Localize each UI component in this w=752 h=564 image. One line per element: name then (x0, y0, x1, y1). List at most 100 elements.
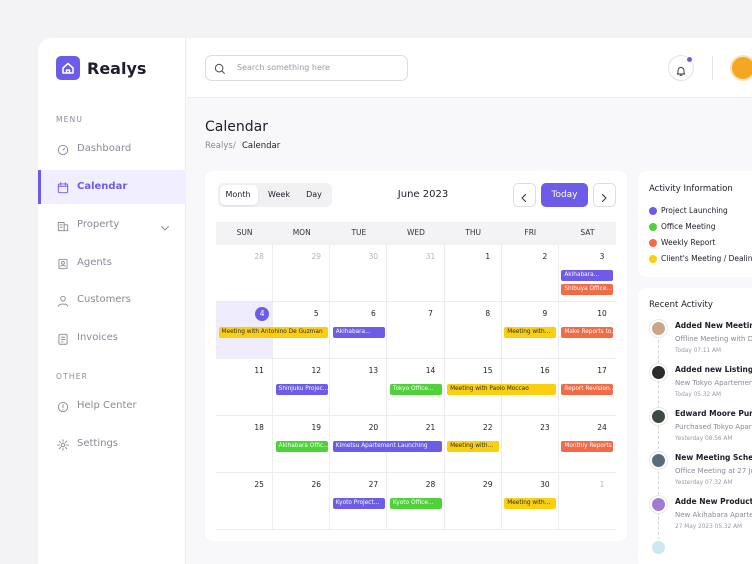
view-active (220, 185, 258, 205)
activity-avatar[interactable] (650, 496, 667, 513)
activity-title: Added new Listing by Li (675, 365, 752, 374)
day-cell[interactable] (444, 416, 502, 474)
prev-button[interactable] (513, 183, 536, 207)
menu-item[interactable]: Settings (77, 438, 119, 449)
activity-avatar[interactable] (650, 408, 667, 425)
day-cell[interactable] (330, 302, 388, 360)
activity-avatar[interactable] (650, 320, 667, 337)
activity-title: New Meeting Schedule (675, 453, 752, 462)
day-cell[interactable] (330, 359, 388, 417)
breadcrumb-item[interactable]: Realys (205, 141, 233, 151)
day-number: 17 (597, 366, 607, 376)
activity-avatar[interactable] (650, 452, 667, 469)
event-chip[interactable]: Meeting with... (447, 441, 500, 453)
event-chip[interactable]: Make Reports to... (561, 327, 614, 339)
day-cell[interactable] (558, 416, 616, 474)
day-cell[interactable] (558, 245, 616, 303)
day-cell[interactable] (444, 302, 502, 360)
view-option[interactable]: Week (268, 190, 290, 199)
day-cell[interactable] (387, 302, 445, 360)
day-number: 19 (311, 423, 322, 433)
divider (712, 56, 713, 80)
menu-icon (56, 256, 70, 270)
menu-item[interactable]: Customers (77, 294, 131, 305)
menu-item[interactable]: Calendar (77, 181, 128, 192)
card-title: Activity Information (649, 184, 733, 194)
day-cell[interactable] (558, 473, 616, 531)
day-number: 10 (597, 309, 607, 319)
activity-title: Added New Meeting by C (675, 321, 752, 330)
day-cell[interactable] (387, 416, 445, 474)
search-box[interactable] (205, 55, 408, 81)
section-label: MENU (56, 115, 84, 124)
user-avatar[interactable] (730, 55, 752, 81)
day-cell[interactable] (444, 245, 502, 303)
section-label: OTHER (56, 372, 89, 381)
day-cell[interactable] (387, 473, 445, 531)
day-number: 28 (254, 252, 264, 261)
day-cell[interactable] (501, 416, 559, 474)
event-chip[interactable]: Meeting with... (504, 498, 557, 510)
menu-item[interactable]: Invoices (77, 332, 118, 343)
weekday-label: TUE (351, 228, 367, 237)
day-cell[interactable] (273, 302, 331, 360)
menu-item[interactable]: Help Center (77, 400, 137, 411)
event-chip[interactable]: Akihabara Offic... (275, 441, 328, 453)
day-cell[interactable] (216, 473, 274, 531)
day-cell[interactable] (273, 245, 331, 303)
day-cell[interactable] (387, 359, 445, 417)
view-option[interactable]: Day (306, 190, 322, 199)
day-number: 4 (259, 309, 265, 319)
event-chip[interactable]: Tokyo Office... (389, 384, 443, 396)
day-cell[interactable] (330, 473, 388, 531)
day-cell[interactable] (387, 245, 445, 303)
day-cell[interactable] (330, 245, 388, 303)
weekday-header (216, 222, 616, 245)
menu-item[interactable]: Agents (77, 257, 112, 268)
day-cell[interactable] (501, 359, 559, 417)
event-chip[interactable]: Shibuya Office... (561, 284, 614, 295)
activity-subtitle: Offline Meeting with Dan (675, 335, 752, 343)
weekday-label: THU (465, 228, 481, 237)
day-cell[interactable] (273, 359, 331, 417)
menu-item[interactable]: Dashboard (77, 143, 132, 154)
event-chip[interactable]: Kyoto Project... (332, 498, 385, 510)
today-button[interactable]: Today (541, 183, 588, 207)
day-cell[interactable] (501, 245, 559, 303)
event-chip[interactable]: Report Revision... (561, 384, 614, 396)
day-number: 21 (425, 423, 436, 433)
day-number: 31 (425, 252, 436, 261)
day-number: 7 (428, 309, 433, 319)
event-chip[interactable]: Meeting with Paolo Moccao (447, 384, 557, 396)
next-button[interactable] (593, 183, 616, 207)
day-cell[interactable] (558, 359, 616, 417)
weekday-label: MON (292, 228, 311, 237)
activity-avatar[interactable] (650, 364, 667, 381)
menu-icon (56, 331, 70, 345)
weekday-label: WED (407, 228, 425, 237)
event-chip[interactable]: Akihabara... (561, 270, 614, 281)
event-chip[interactable]: Akihabara... (332, 327, 385, 339)
day-cell[interactable] (501, 302, 559, 360)
event-chip[interactable]: Meeting with Antohino De Guzman (218, 327, 328, 339)
event-chip[interactable]: Kimetsu Apartement Launching (332, 441, 443, 453)
day-cell[interactable] (273, 416, 331, 474)
menu-item[interactable]: Property (77, 219, 120, 230)
day-cell[interactable] (216, 245, 274, 303)
day-cell[interactable] (558, 302, 616, 360)
day-cell[interactable] (216, 416, 274, 474)
day-cell[interactable] (501, 473, 559, 531)
day-cell[interactable] (444, 473, 502, 531)
activity-title: Adde New Product Listin (675, 497, 752, 506)
event-chip[interactable]: Monthly Reports (561, 441, 614, 453)
event-chip[interactable]: Meeting with... (504, 327, 557, 339)
day-number: 30 (540, 480, 550, 490)
event-chip[interactable]: Shinjuku Projec... (275, 384, 328, 396)
day-number: 13 (368, 366, 379, 376)
day-cell[interactable] (216, 359, 274, 417)
day-cell[interactable] (273, 473, 331, 531)
chevron[interactable] (159, 219, 171, 231)
event-chip[interactable]: Kyoto Office... (389, 498, 443, 510)
view-option[interactable]: Month (225, 190, 251, 199)
